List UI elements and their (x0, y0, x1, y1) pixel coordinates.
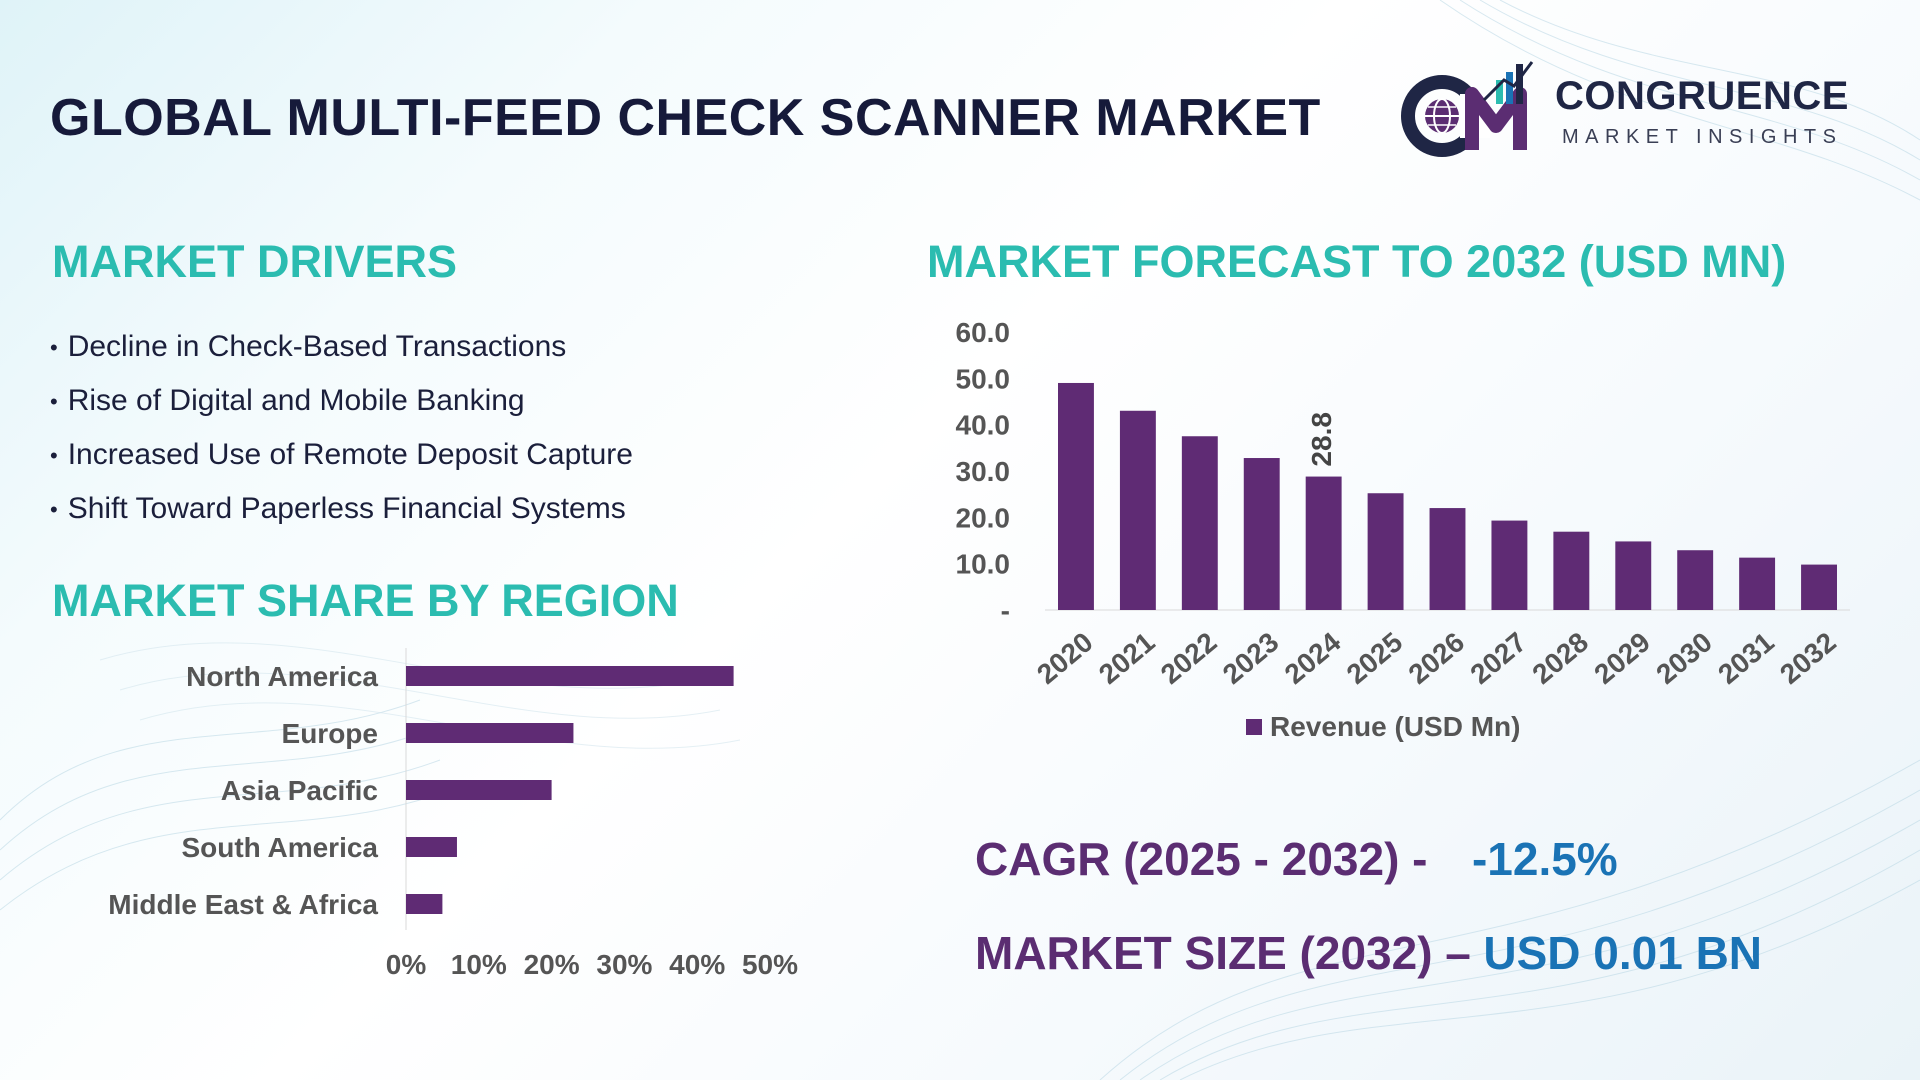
legend-label: Revenue (USD Mn) (1270, 711, 1520, 742)
x-tick-label: 40% (669, 949, 725, 980)
market-size-label: MARKET SIZE (2032) – (975, 927, 1471, 979)
y-tick-label: 20.0 (956, 502, 1011, 533)
forecast-bar (1553, 531, 1590, 610)
market-size-row: MARKET SIZE (2032) – USD 0.01 BN (975, 926, 1762, 980)
x-tick-label: 2030 (1650, 626, 1718, 690)
region-bar (406, 666, 734, 686)
x-tick-label: 2023 (1217, 626, 1285, 690)
forecast-bar (1181, 436, 1218, 610)
company-logo: CONGRUENCE MARKET INSIGHTS (1400, 54, 1880, 164)
x-tick-label: 30% (596, 949, 652, 980)
logo-subtitle: MARKET INSIGHTS (1562, 126, 1843, 148)
cagr-value: -12.5% (1471, 833, 1618, 885)
x-tick-label: 2032 (1774, 626, 1842, 690)
y-tick-label: 10.0 (956, 549, 1011, 580)
forecast-heading: MARKET FORECAST TO 2032 (USD MN) (927, 236, 1787, 287)
cagr-row: CAGR (2025 - 2032) - -12.5% (975, 832, 1618, 886)
forecast-bar (1119, 410, 1156, 610)
forecast-bar (1058, 382, 1094, 610)
y-tick-label: 50.0 (956, 363, 1011, 394)
x-tick-label: 2028 (1526, 626, 1594, 690)
x-tick-label: 2026 (1403, 626, 1471, 690)
y-tick-label: 30.0 (956, 456, 1011, 487)
y-tick-label: - (1001, 595, 1010, 626)
forecast-chart: -10.020.030.040.050.060.0202020212022202… (956, 317, 1850, 742)
region-heading: MARKET SHARE BY REGION (52, 575, 679, 626)
page-title: GLOBAL MULTI-FEED CHECK SCANNER MARKET (50, 89, 1321, 147)
x-tick-label: 2021 (1093, 626, 1161, 690)
forecast-bar (1491, 520, 1528, 610)
x-tick-label: 2020 (1031, 626, 1099, 690)
x-tick-label: 2029 (1588, 626, 1656, 690)
forecast-bar (1677, 550, 1714, 610)
region-label: North America (186, 661, 378, 692)
region-bar (406, 837, 457, 857)
driver-item: Increased Use of Remote Deposit Capture (50, 428, 633, 482)
region-bar (406, 894, 443, 914)
x-tick-label: 50% (742, 949, 798, 980)
y-tick-label: 60.0 (956, 317, 1011, 348)
logo-mark-icon (1401, 61, 1534, 157)
region-bar (406, 723, 574, 743)
forecast-bar (1739, 557, 1776, 610)
x-tick-label: 2031 (1712, 626, 1780, 690)
x-tick-label: 2024 (1279, 626, 1347, 690)
market-size-value: USD 0.01 BN (1483, 927, 1763, 979)
driver-item: Rise of Digital and Mobile Banking (50, 374, 633, 428)
driver-item: Shift Toward Paperless Financial Systems (50, 482, 633, 536)
x-tick-label: 20% (524, 949, 580, 980)
cagr-label: CAGR (2025 - 2032) - (975, 833, 1428, 885)
legend-swatch (1246, 719, 1262, 735)
region-label: Asia Pacific (221, 775, 378, 806)
region-bar (406, 780, 552, 800)
forecast-bar (1801, 564, 1837, 610)
forecast-bar (1305, 476, 1342, 610)
drivers-heading: MARKET DRIVERS (52, 236, 458, 287)
forecast-bar (1615, 541, 1652, 610)
drivers-list: Decline in Check-Based Transactions Rise… (50, 320, 633, 536)
x-tick-label: 0% (386, 949, 427, 980)
region-label: South America (181, 832, 378, 863)
bar-data-label: 28.8 (1306, 412, 1337, 467)
logo-name: CONGRUENCE (1555, 74, 1849, 118)
y-tick-label: 40.0 (956, 410, 1011, 441)
region-share-chart: North America Europe Asia Pacific South Ame… (108, 648, 798, 980)
x-tick-label: 2025 (1341, 626, 1409, 690)
forecast-bar (1243, 458, 1280, 610)
forecast-bar (1367, 493, 1404, 610)
x-tick-label: 2022 (1155, 626, 1223, 690)
x-tick-label: 10% (451, 949, 507, 980)
driver-item: Decline in Check-Based Transactions (50, 320, 633, 374)
region-label: Middle East & Africa (108, 889, 378, 920)
forecast-bar (1429, 508, 1466, 610)
region-label: Europe (282, 718, 378, 749)
x-tick-label: 2027 (1464, 626, 1532, 690)
